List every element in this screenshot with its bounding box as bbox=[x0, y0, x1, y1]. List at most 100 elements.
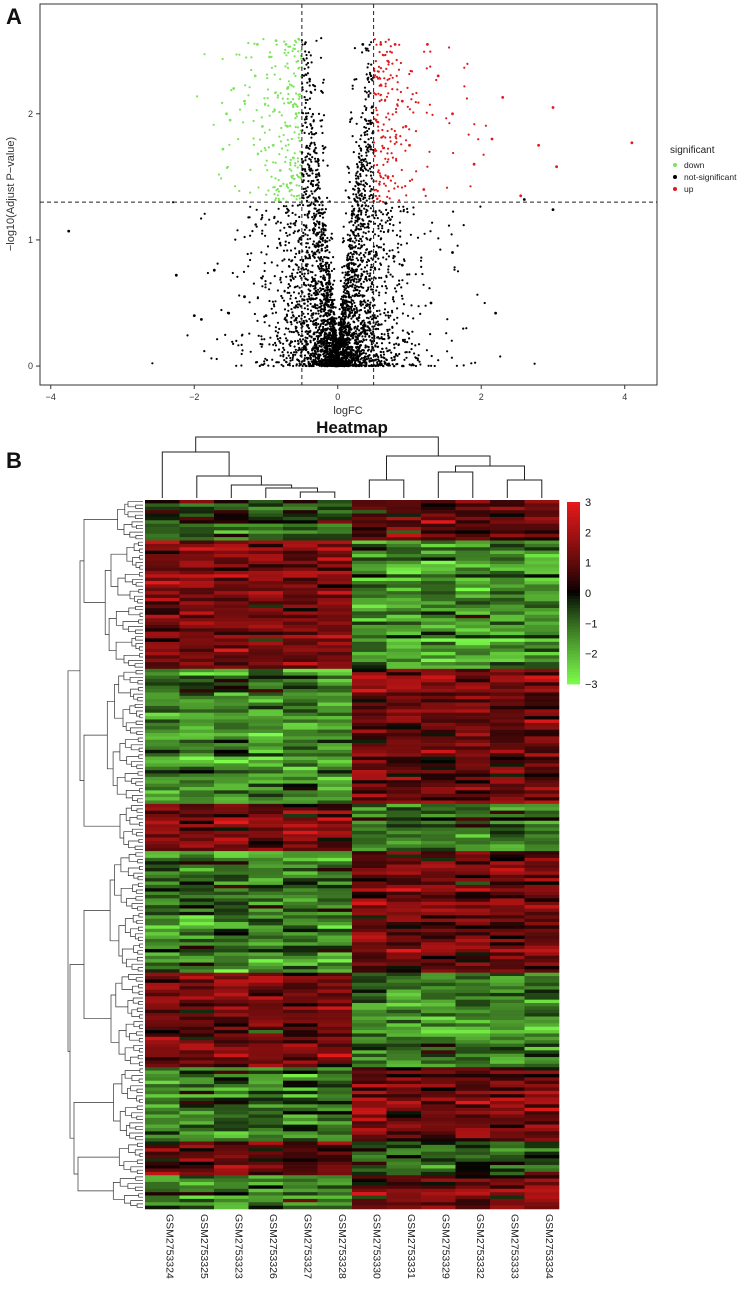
heatmap-cell bbox=[179, 550, 215, 555]
volcano-point bbox=[275, 189, 278, 192]
volcano-point bbox=[389, 140, 392, 143]
volcano-point bbox=[369, 268, 372, 271]
volcano-point bbox=[350, 261, 353, 264]
volcano-point bbox=[337, 351, 341, 354]
heatmap-cell bbox=[352, 594, 387, 599]
volcano-point bbox=[314, 297, 317, 300]
volcano-point bbox=[380, 323, 383, 326]
volcano-point bbox=[364, 213, 367, 216]
heatmap-cell bbox=[421, 506, 456, 511]
volcano-point bbox=[384, 136, 387, 139]
heatmap-cell bbox=[248, 537, 284, 541]
volcano-point bbox=[371, 283, 374, 286]
volcano-point bbox=[388, 328, 391, 331]
volcano-point bbox=[360, 211, 363, 214]
volcano-point bbox=[355, 332, 358, 335]
volcano-point bbox=[276, 321, 280, 324]
volcano-point bbox=[355, 225, 358, 228]
volcano-point bbox=[344, 274, 347, 277]
heatmap-cell bbox=[421, 560, 456, 565]
volcano-point bbox=[367, 49, 370, 52]
volcano-point bbox=[322, 355, 326, 358]
volcano-point bbox=[255, 225, 258, 228]
volcano-point bbox=[359, 183, 362, 186]
volcano-point bbox=[403, 340, 407, 343]
dendrogram-link bbox=[133, 872, 143, 879]
volcano-point bbox=[294, 117, 297, 120]
volcano-point bbox=[289, 222, 292, 225]
dendrogram-link bbox=[138, 1193, 143, 1198]
volcano-point bbox=[327, 257, 330, 260]
volcano-point bbox=[327, 360, 330, 363]
volcano-point bbox=[253, 312, 256, 316]
heatmap-cell bbox=[248, 628, 284, 632]
volcano-point bbox=[367, 95, 370, 98]
volcano-point bbox=[298, 251, 301, 255]
volcano-point bbox=[375, 244, 378, 247]
volcano-point bbox=[249, 191, 252, 194]
heatmap-cell bbox=[386, 621, 422, 626]
heatmap-cell bbox=[421, 500, 456, 504]
volcano-point bbox=[395, 322, 398, 325]
volcano-point bbox=[400, 243, 403, 246]
volcano-point bbox=[364, 141, 367, 144]
volcano-point bbox=[330, 356, 333, 359]
dendrogram-link bbox=[139, 865, 143, 871]
heatmap-cell bbox=[283, 621, 318, 626]
dendrogram-link bbox=[138, 913, 143, 918]
volcano-point bbox=[279, 140, 282, 143]
volcano-point bbox=[269, 336, 272, 339]
volcano-point bbox=[242, 121, 245, 124]
volcano-point bbox=[338, 315, 341, 319]
volcano-point bbox=[249, 234, 252, 237]
volcano-point bbox=[248, 332, 251, 335]
volcano-point bbox=[334, 351, 337, 354]
volcano-point bbox=[355, 172, 358, 175]
volcano-point bbox=[354, 221, 357, 224]
heatmap-cell bbox=[352, 537, 387, 541]
volcano-point bbox=[450, 233, 453, 236]
volcano-point bbox=[386, 350, 389, 353]
volcano-point bbox=[308, 246, 311, 249]
heatmap-cell bbox=[352, 500, 387, 504]
volcano-point-up bbox=[490, 137, 494, 141]
volcano-point bbox=[350, 311, 354, 314]
volcano-point bbox=[298, 320, 301, 323]
volcano-point bbox=[363, 194, 366, 197]
volcano-point bbox=[376, 361, 379, 364]
heatmap-cell bbox=[421, 543, 456, 548]
volcano-point bbox=[370, 349, 373, 352]
volcano-point bbox=[354, 350, 357, 353]
heatmap-cell bbox=[248, 510, 284, 514]
volcano-point bbox=[360, 268, 363, 271]
volcano-point bbox=[470, 362, 473, 365]
dendrogram-link bbox=[131, 778, 143, 784]
volcano-point bbox=[293, 345, 296, 348]
volcano-point bbox=[302, 258, 305, 262]
volcano-point bbox=[297, 266, 300, 269]
volcano-point bbox=[368, 250, 371, 253]
volcano-point bbox=[354, 219, 357, 222]
volcano-point bbox=[292, 231, 295, 235]
volcano-point bbox=[314, 312, 318, 315]
volcano-point bbox=[302, 194, 305, 197]
volcano-point bbox=[415, 91, 418, 95]
volcano-point bbox=[274, 161, 277, 164]
heatmap-cell bbox=[179, 577, 215, 582]
heatmap-cell bbox=[283, 523, 318, 528]
volcano-point bbox=[286, 321, 289, 324]
volcano-point bbox=[484, 124, 487, 127]
volcano-point bbox=[314, 293, 317, 297]
volcano-point bbox=[331, 346, 334, 349]
volcano-point bbox=[240, 364, 243, 367]
volcano-point bbox=[299, 164, 302, 167]
volcano-point bbox=[273, 305, 276, 308]
volcano-point bbox=[316, 350, 319, 353]
heatmap-cell bbox=[386, 503, 422, 508]
volcano-point bbox=[343, 315, 346, 318]
volcano-point bbox=[291, 204, 294, 207]
volcano-point bbox=[314, 303, 317, 306]
volcano-point bbox=[348, 245, 351, 248]
volcano-point bbox=[361, 335, 364, 338]
volcano-point bbox=[391, 275, 394, 278]
